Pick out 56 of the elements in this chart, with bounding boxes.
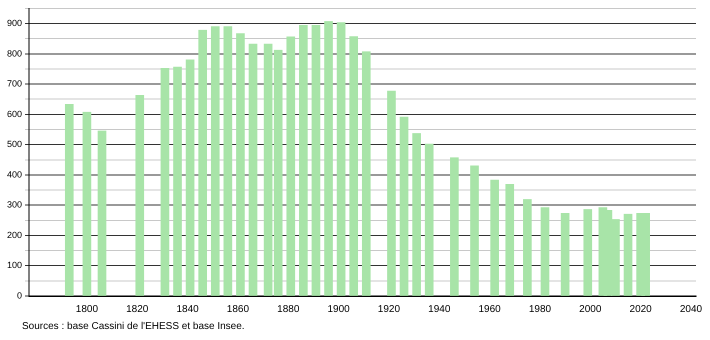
x-tick-label: 1860: [226, 304, 250, 315]
bar: [540, 207, 550, 296]
bar: [450, 157, 459, 296]
bar: [490, 180, 499, 296]
x-tick-label: 1980: [528, 304, 552, 315]
y-tick-label: 500: [6, 139, 22, 150]
bar: [248, 44, 258, 296]
x-tick-label: 2000: [579, 304, 602, 315]
bar: [336, 22, 346, 296]
x-tick-label: 2020: [630, 304, 652, 315]
bar: [299, 25, 308, 296]
bar: [400, 116, 408, 296]
bar: [560, 213, 570, 296]
bar: [198, 30, 208, 296]
source-note: Sources : base Cassini de l'EHESS et base Insee.: [22, 320, 245, 333]
bar: [523, 199, 532, 296]
bar: [624, 214, 632, 296]
y-tick-label: 800: [6, 48, 22, 58]
bar: [349, 36, 358, 296]
bar: [173, 66, 182, 296]
x-tick-label: 1940: [428, 304, 451, 315]
x-tick-label: 1960: [478, 304, 502, 315]
bar: [135, 94, 144, 296]
bar: [236, 33, 245, 296]
bar: [286, 36, 296, 296]
bar: [160, 68, 170, 296]
bar: [82, 112, 92, 296]
bar: [424, 144, 434, 296]
bar: [583, 209, 592, 296]
x-tick-label: 1820: [126, 304, 149, 315]
y-tick-label: 900: [6, 18, 22, 28]
y-tick-label: 200: [6, 230, 22, 240]
bar: [387, 90, 396, 296]
bar: [324, 21, 333, 296]
bar: [64, 104, 74, 296]
x-tick-label: 1920: [378, 304, 400, 315]
x-tick-label: 1880: [277, 304, 300, 315]
x-tick-label: 1800: [76, 304, 98, 315]
bar: [210, 26, 220, 296]
bar: [224, 26, 232, 296]
y-tick-label: 0: [17, 290, 22, 300]
x-tick-label: 1840: [176, 304, 200, 315]
x-tick-label: 1900: [327, 304, 350, 315]
y-tick-label: 100: [6, 260, 22, 270]
x-tick-label: 2040: [680, 304, 703, 315]
bar: [186, 60, 194, 296]
y-tick-label: 300: [6, 200, 22, 210]
bar: [505, 184, 514, 296]
bar: [312, 25, 320, 296]
y-tick-label: 700: [6, 78, 22, 89]
y-tick-label: 600: [6, 108, 22, 119]
bar: [362, 51, 371, 296]
bar: [470, 165, 479, 296]
bar: [98, 130, 106, 296]
y-tick-label: 400: [6, 169, 22, 180]
bar: [412, 133, 421, 296]
